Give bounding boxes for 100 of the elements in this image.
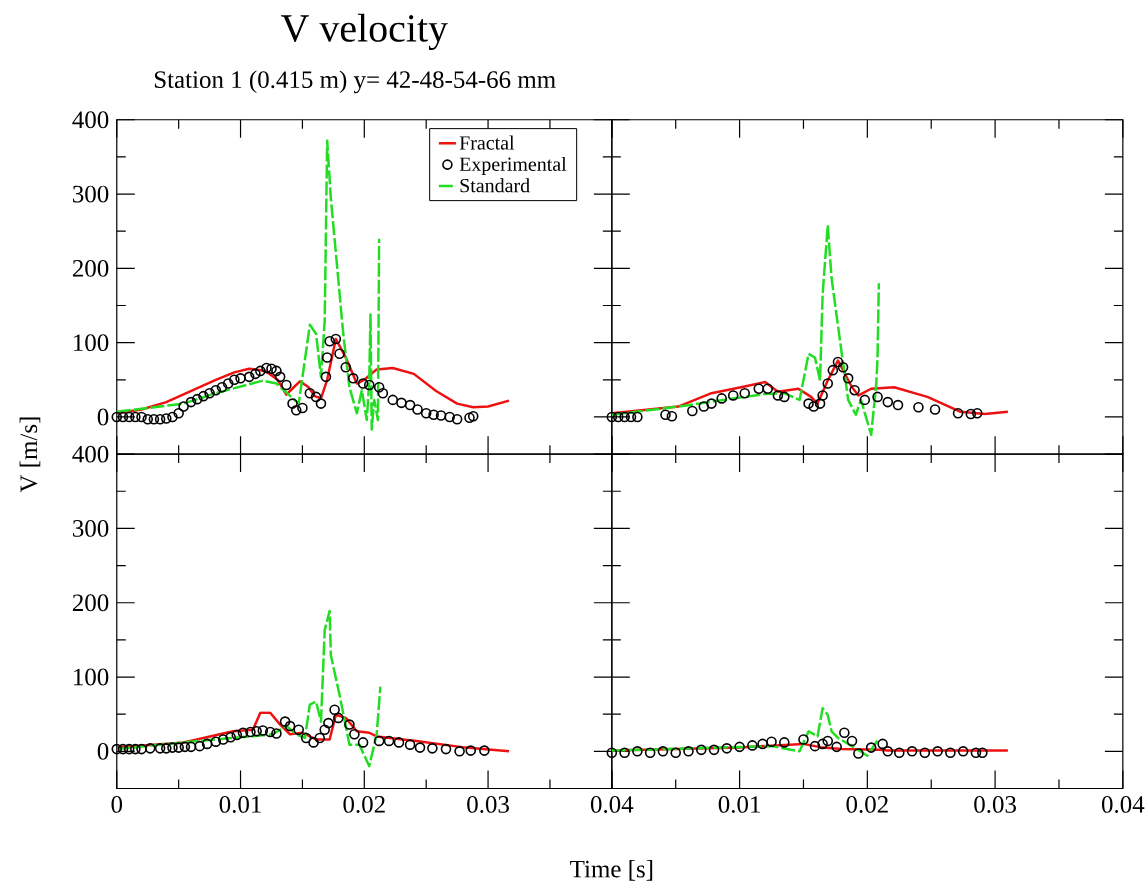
point <box>111 743 123 755</box>
y-tick-label: 200 <box>72 594 109 612</box>
point <box>363 379 375 391</box>
point <box>235 372 246 384</box>
point <box>393 736 405 748</box>
point <box>340 361 352 373</box>
point <box>333 712 344 724</box>
point <box>185 396 197 408</box>
point <box>467 410 479 422</box>
point <box>706 398 717 409</box>
x-axis-title: Time [s] <box>570 859 653 881</box>
point <box>660 409 671 420</box>
point <box>210 384 222 396</box>
point <box>173 742 184 753</box>
point <box>266 363 277 374</box>
point <box>965 408 977 420</box>
point <box>216 381 228 393</box>
point <box>310 391 322 403</box>
point <box>314 732 326 744</box>
point <box>204 387 215 399</box>
point <box>357 736 369 748</box>
point <box>803 398 814 409</box>
point <box>721 742 733 754</box>
y-tick-label: 400 <box>72 445 109 463</box>
point <box>297 402 308 414</box>
point <box>222 378 234 389</box>
point <box>666 410 678 422</box>
point <box>217 734 229 745</box>
point <box>919 747 931 758</box>
point <box>315 398 327 409</box>
point <box>619 411 630 423</box>
point <box>757 738 768 750</box>
point <box>822 735 834 747</box>
point <box>123 743 135 755</box>
point <box>670 747 681 758</box>
point <box>414 742 426 753</box>
point <box>178 401 189 412</box>
point <box>321 352 333 363</box>
point <box>320 371 332 382</box>
point <box>842 372 854 384</box>
legend-label: Experimental <box>459 156 567 175</box>
point <box>625 411 637 423</box>
point <box>454 745 465 757</box>
point <box>329 704 340 715</box>
point <box>245 726 256 738</box>
point <box>766 736 777 747</box>
point <box>428 409 439 420</box>
y-tick-label: 100 <box>74 668 109 686</box>
point <box>877 738 888 750</box>
x-tick-label: 0.04 <box>590 795 634 813</box>
point <box>191 393 203 405</box>
point <box>479 745 490 756</box>
point <box>779 391 790 403</box>
point <box>387 394 399 406</box>
point <box>632 745 643 757</box>
line-series <box>116 139 381 431</box>
point <box>274 371 286 382</box>
point <box>136 743 147 755</box>
point <box>324 335 335 347</box>
x-tick-label: 0.01 <box>718 795 760 813</box>
y-tick-label: 0 <box>97 742 109 760</box>
point <box>882 396 894 408</box>
point <box>817 389 828 401</box>
y-tick-label: 400 <box>72 111 109 129</box>
point <box>839 727 850 738</box>
point <box>809 740 821 752</box>
x-tick-label: 0.03 <box>974 795 1016 813</box>
point <box>837 361 849 373</box>
point <box>753 383 765 394</box>
point <box>827 364 839 376</box>
point <box>198 390 209 402</box>
point <box>225 731 236 743</box>
point <box>290 404 302 416</box>
point <box>619 747 630 758</box>
point <box>893 747 905 758</box>
point <box>251 725 262 737</box>
point <box>695 744 707 755</box>
point <box>435 410 447 421</box>
legend-label: Fractal <box>459 135 515 150</box>
point <box>323 717 334 729</box>
point <box>154 413 166 425</box>
point <box>281 379 292 391</box>
point <box>271 365 282 377</box>
point <box>243 371 255 382</box>
point <box>257 725 269 736</box>
point <box>464 412 475 423</box>
point <box>412 404 423 415</box>
point <box>349 728 360 740</box>
line-series <box>116 609 382 768</box>
point <box>284 720 296 732</box>
point <box>657 745 669 757</box>
point <box>772 389 784 401</box>
point <box>201 738 213 750</box>
point <box>892 399 904 411</box>
point <box>708 744 720 755</box>
point <box>167 411 178 423</box>
point <box>130 411 141 423</box>
point <box>210 736 222 747</box>
chart-subtitle: Station 1 (0.415 m) y= 42-48-54-66 mm <box>154 70 556 94</box>
x-tick-label: 0 <box>111 795 123 813</box>
